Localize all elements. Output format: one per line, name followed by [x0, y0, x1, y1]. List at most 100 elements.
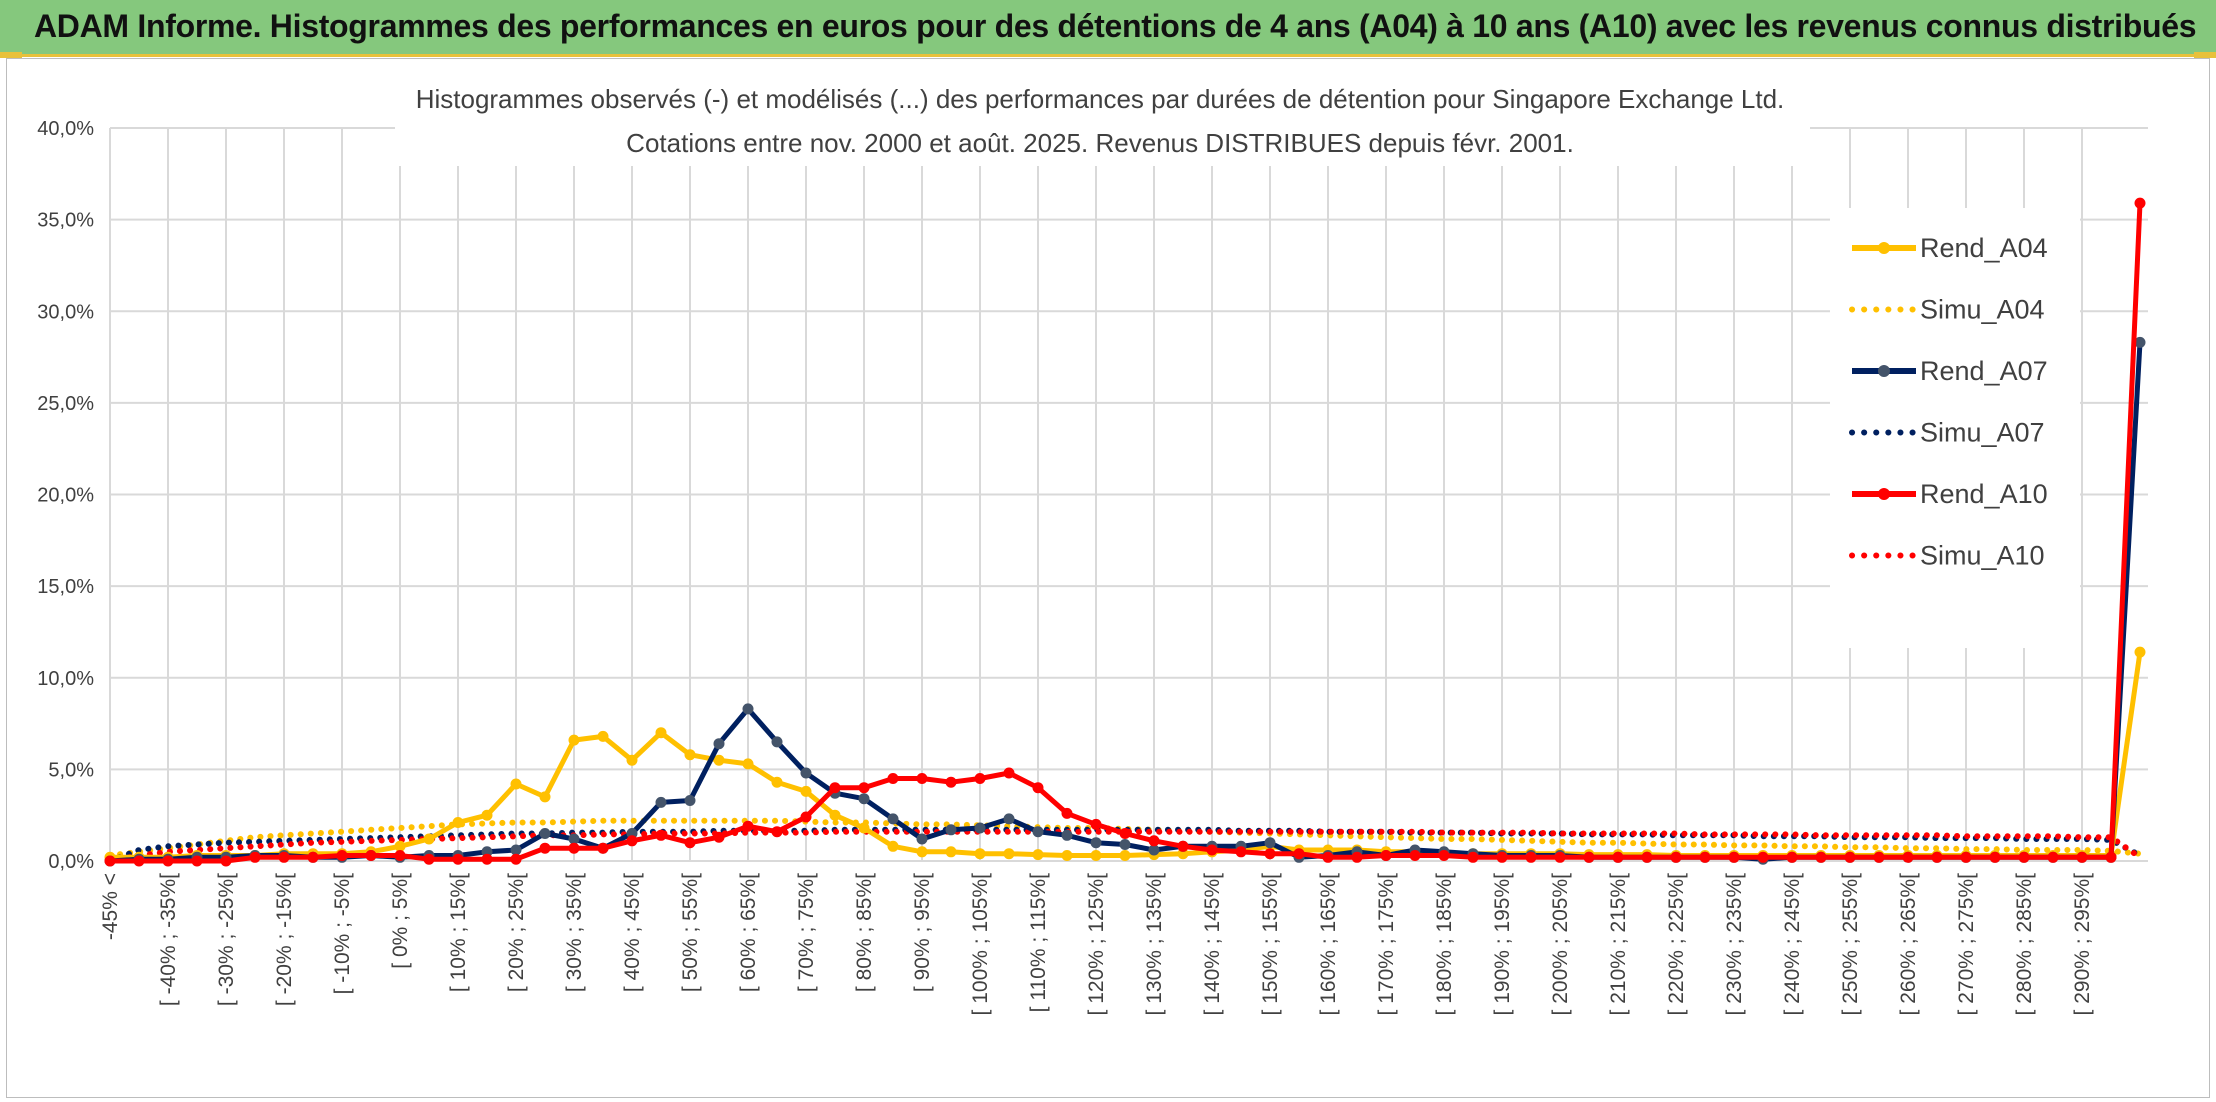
y-tick-label: 40,0% [37, 118, 94, 140]
y-tick-label: 20,0% [37, 485, 94, 507]
x-tick-label: [ 260% ; 265%[ [1897, 873, 1920, 1016]
data-point-rend-a10 [510, 853, 522, 865]
data-point-rend-a07 [655, 796, 667, 808]
x-tick-label: [ 90% ; 95%[ [911, 873, 934, 992]
data-point-rend-a07 [1090, 837, 1102, 849]
data-point-rend-a10 [829, 782, 841, 794]
legend-marker [1878, 242, 1890, 254]
data-point-rend-a10 [394, 850, 406, 861]
data-point-rend-a10 [597, 842, 609, 854]
x-tick-label: [ 70% ; 75%[ [795, 873, 818, 992]
data-point-rend-a10 [1061, 807, 1073, 819]
data-point-rend-a10 [1003, 767, 1015, 779]
data-point-rend-a07 [510, 844, 522, 856]
data-point-rend-a04 [1061, 850, 1073, 861]
x-tick-label: [ 100% ; 105%[ [969, 873, 992, 1016]
x-tick-label: [ 130% ; 135%[ [1143, 873, 1166, 1016]
data-point-rend-a10 [1177, 840, 1189, 852]
data-point-rend-a10 [1235, 846, 1247, 858]
x-tick-label: [ 180% ; 185%[ [1433, 873, 1456, 1016]
data-point-rend-a04 [568, 734, 580, 746]
legend-label: Simu_A07 [1920, 418, 2045, 448]
data-point-rend-a07 [1148, 844, 1160, 856]
data-point-rend-a10 [1960, 851, 1972, 863]
data-point-rend-a04 [423, 833, 435, 845]
data-point-rend-a10 [220, 855, 232, 867]
data-point-rend-a10 [1409, 850, 1421, 861]
data-point-rend-a10 [1525, 851, 1537, 863]
data-point-rend-a07 [742, 703, 754, 715]
data-point-rend-a10 [1090, 818, 1102, 830]
data-point-rend-a10 [162, 855, 174, 867]
y-tick-label: 25,0% [37, 393, 94, 415]
x-tick-label: [ 60% ; 65%[ [737, 873, 760, 992]
data-point-rend-a10 [1322, 851, 1334, 863]
data-point-rend-a10 [684, 837, 696, 849]
legend-marker [1878, 488, 1890, 500]
data-point-rend-a04 [1119, 850, 1131, 861]
data-point-rend-a04 [626, 754, 638, 766]
performance-histogram-chart: 0,0% 5,0% 10,0% 15,0% 20,0% 25,0% 30,0% 35,0% 40… [37, 78, 2148, 1016]
data-point-rend-a07 [1032, 826, 1044, 838]
legend-label: Rend_A07 [1920, 356, 2048, 386]
chart-legend: Rend_A04 Simu_A04 Rend_A07 Simu_A07 Rend_A10… [1849, 233, 2048, 571]
data-point-rend-a07 [916, 833, 928, 845]
data-point-rend-a07 [800, 767, 812, 779]
data-point-rend-a10 [1902, 851, 1914, 863]
data-point-rend-a10 [1844, 851, 1856, 863]
data-point-rend-a10 [1931, 851, 1943, 863]
data-point-rend-a10 [2134, 197, 2146, 209]
data-point-rend-a10 [1148, 835, 1160, 847]
x-tick-label: [ -40% ; -35%[ [157, 873, 180, 1006]
data-point-rend-a10 [2018, 851, 2030, 863]
legend-label: Simu_A10 [1920, 541, 2045, 571]
data-point-rend-a10 [1757, 851, 1769, 863]
series-layer [104, 197, 2146, 867]
data-point-rend-a07 [684, 795, 696, 806]
data-point-rend-a10 [974, 773, 986, 784]
data-point-rend-a10 [104, 855, 116, 867]
data-point-rend-a07 [1061, 829, 1073, 841]
data-point-rend-a10 [2047, 851, 2059, 863]
data-point-rend-a04 [1003, 848, 1015, 860]
data-point-rend-a10 [365, 850, 377, 861]
data-point-rend-a10 [336, 850, 348, 861]
data-point-rend-a10 [655, 829, 667, 841]
data-point-rend-a10 [858, 782, 870, 794]
x-tick-label: [ 210% ; 215%[ [1607, 873, 1630, 1016]
data-point-rend-a04 [974, 848, 986, 860]
legend-label: Simu_A04 [1920, 295, 2045, 325]
data-point-rend-a10 [568, 842, 580, 854]
x-tick-label: [ 200% ; 205%[ [1549, 873, 1572, 1016]
data-point-rend-a04 [394, 840, 406, 852]
data-point-rend-a10 [887, 773, 899, 784]
x-tick-label: [ 10% ; 15%[ [447, 873, 470, 992]
data-point-rend-a10 [249, 851, 261, 863]
data-point-rend-a10 [1496, 851, 1508, 863]
data-point-rend-a10 [1583, 851, 1595, 863]
data-point-rend-a07 [945, 824, 957, 836]
x-tick-label: [ 270% ; 275%[ [1955, 873, 1978, 1016]
data-point-rend-a07 [1119, 839, 1131, 850]
data-point-rend-a10 [2105, 851, 2117, 863]
data-point-rend-a10 [452, 853, 464, 865]
data-point-rend-a10 [1351, 851, 1363, 863]
y-tick-label: 5,0% [48, 759, 94, 781]
x-tick-label: [ 220% ; 225%[ [1665, 873, 1688, 1016]
data-point-rend-a04 [771, 776, 783, 788]
legend-background [1830, 208, 2080, 648]
data-point-rend-a10 [1699, 851, 1711, 863]
x-axis-ticks: -45% < [ -40% ; -35%[[ -30% ; -25%[[ -20%… [99, 873, 2094, 1016]
x-tick-label: [ 40% ; 45%[ [621, 873, 644, 992]
x-tick-label: [ 120% ; 125%[ [1085, 873, 1108, 1016]
y-tick-label: 10,0% [37, 668, 94, 690]
data-point-rend-a07 [2134, 336, 2146, 348]
x-tick-label: [ 140% ; 145%[ [1201, 873, 1224, 1016]
x-tick-label: [ 230% ; 235%[ [1723, 873, 1746, 1016]
data-point-rend-a04 [452, 817, 464, 828]
data-point-rend-a10 [1264, 848, 1276, 860]
x-tick-label: [ 240% ; 245%[ [1781, 873, 1804, 1016]
data-point-rend-a10 [1612, 851, 1624, 863]
data-point-rend-a10 [1670, 851, 1682, 863]
data-point-rend-a10 [1641, 851, 1653, 863]
